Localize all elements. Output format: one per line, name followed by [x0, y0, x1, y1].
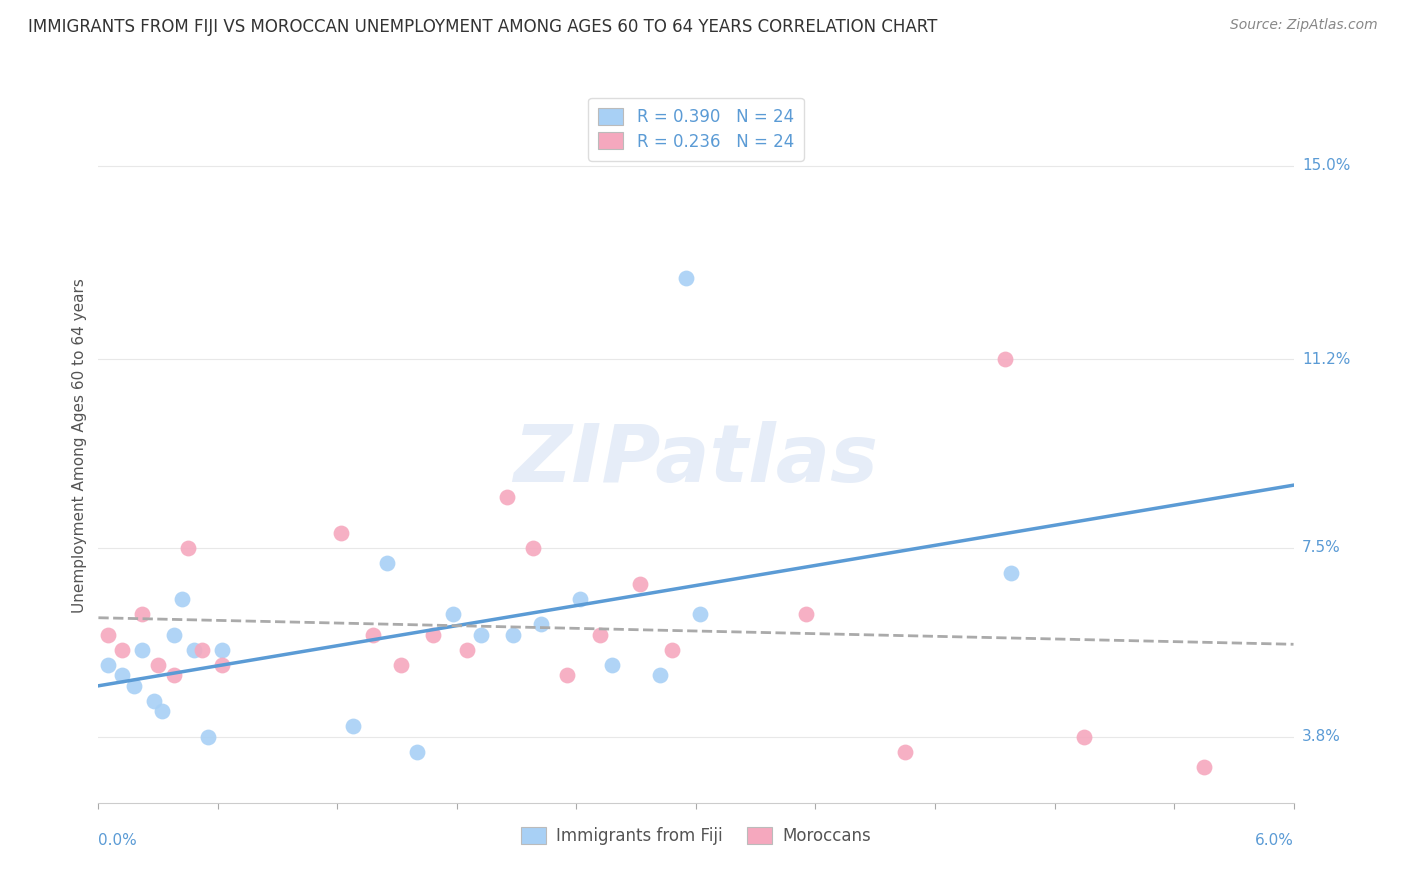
- Point: [111, 668, 134, 682]
- Point: [143, 694, 166, 708]
- Point: [422, 627, 444, 641]
- Text: 0.0%: 0.0%: [98, 833, 138, 848]
- Point: [675, 270, 697, 285]
- Point: [183, 643, 205, 657]
- Point: [111, 643, 134, 657]
- Point: [661, 643, 683, 657]
- Point: [441, 607, 464, 622]
- Point: [131, 643, 153, 657]
- Point: [211, 658, 233, 673]
- Point: [502, 627, 524, 641]
- Point: [177, 541, 200, 555]
- Text: 7.5%: 7.5%: [1302, 541, 1340, 556]
- Point: [894, 745, 917, 759]
- Point: [648, 668, 672, 682]
- Point: [342, 719, 364, 733]
- Text: 11.2%: 11.2%: [1302, 351, 1350, 367]
- Point: [363, 627, 385, 641]
- Point: [172, 591, 194, 606]
- Point: [375, 556, 398, 570]
- Point: [406, 745, 429, 759]
- Text: IMMIGRANTS FROM FIJI VS MOROCCAN UNEMPLOYMENT AMONG AGES 60 TO 64 YEARS CORRELAT: IMMIGRANTS FROM FIJI VS MOROCCAN UNEMPLO…: [28, 18, 938, 36]
- Point: [1000, 566, 1022, 581]
- Point: [689, 607, 711, 622]
- Text: 15.0%: 15.0%: [1302, 158, 1350, 173]
- Point: [97, 658, 120, 673]
- Point: [994, 352, 1017, 367]
- Point: [522, 541, 544, 555]
- Point: [589, 627, 612, 641]
- Point: [148, 658, 170, 673]
- Point: [628, 576, 651, 591]
- Point: [97, 627, 120, 641]
- Point: [555, 668, 578, 682]
- Point: [150, 704, 173, 718]
- Text: ZIPatlas: ZIPatlas: [513, 421, 879, 500]
- Point: [211, 643, 233, 657]
- Point: [530, 617, 553, 632]
- Point: [1073, 730, 1095, 744]
- Point: [131, 607, 153, 622]
- Text: Source: ZipAtlas.com: Source: ZipAtlas.com: [1230, 18, 1378, 32]
- Point: [163, 627, 186, 641]
- Text: 6.0%: 6.0%: [1254, 833, 1294, 848]
- Point: [330, 525, 353, 540]
- Legend: Immigrants from Fiji, Moroccans: Immigrants from Fiji, Moroccans: [515, 820, 877, 852]
- Point: [197, 730, 219, 744]
- Point: [1192, 760, 1215, 774]
- Point: [456, 643, 478, 657]
- Point: [602, 658, 624, 673]
- Point: [124, 679, 146, 693]
- Point: [495, 490, 517, 504]
- Text: 3.8%: 3.8%: [1302, 729, 1341, 744]
- Point: [163, 668, 186, 682]
- Point: [794, 607, 817, 622]
- Point: [569, 591, 592, 606]
- Point: [191, 643, 214, 657]
- Y-axis label: Unemployment Among Ages 60 to 64 years: Unemployment Among Ages 60 to 64 years: [72, 278, 87, 614]
- Point: [470, 627, 492, 641]
- Point: [389, 658, 412, 673]
